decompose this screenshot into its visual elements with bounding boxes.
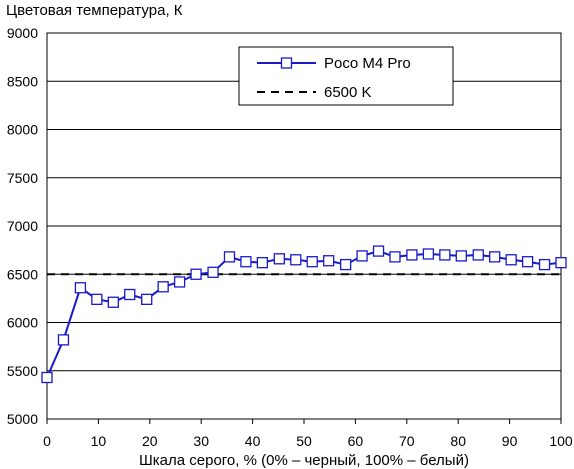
data-point [439,249,451,261]
y-tick-label: 6500 [7,266,38,282]
x-axis-ticks: 0 10 20 30 40 50 60 70 80 90 100 [43,419,573,449]
data-point [489,251,501,263]
x-tick-label: 40 [245,433,261,449]
data-point [141,293,153,305]
data-point [256,257,269,269]
x-tick-label: 60 [348,433,364,449]
y-tick-label: 5000 [7,411,38,427]
y-tick-label: 7000 [7,218,38,234]
x-tick-label: 100 [549,433,573,449]
data-point [41,371,53,384]
legend-series-label: Poco M4 Pro [324,55,411,72]
data-point [521,256,534,268]
data-point [323,255,335,267]
x-tick-label: 0 [43,433,51,449]
data-point [290,254,302,266]
data-point [372,245,385,257]
series-layer [41,245,567,384]
y-tick-label: 7500 [7,170,38,186]
data-point [91,293,103,305]
data-point [505,254,517,266]
y-tick-label: 9000 [7,25,38,41]
data-point [223,251,236,263]
y-tick-label: 8500 [7,73,38,89]
data-point [74,282,87,294]
data-point [157,281,169,293]
data-point [406,249,418,261]
data-point [356,250,368,262]
x-tick-label: 50 [296,433,312,449]
legend-reference-label: 6500 K [324,84,372,101]
x-tick-label: 80 [450,433,466,449]
data-point [240,256,252,268]
x-tick-label: 10 [91,433,107,449]
data-point [57,334,70,346]
legend: Poco M4 Pro 6500 K [238,46,454,106]
y-axis-ticks: 5000 5500 6000 6500 7000 7500 8000 8500 9000 [7,25,38,427]
data-point [555,257,567,269]
data-point [472,249,484,261]
x-tick-label: 20 [142,433,158,449]
data-point [190,268,202,280]
x-tick-label: 90 [502,433,518,449]
data-point [207,266,219,278]
y-tick-label: 5500 [7,363,38,379]
y-axis-label: Цветовая температура, К [6,2,183,19]
y-tick-label: 6000 [7,315,38,331]
data-point [107,296,119,308]
legend-series-marker [280,57,293,69]
plot-area-border [46,32,562,420]
data-point [389,251,401,263]
legend-box [238,46,454,106]
data-point [306,256,318,268]
data-point [538,258,551,271]
data-point [173,276,186,288]
data-point [455,250,467,262]
data-point [339,258,352,271]
data-point [124,288,136,301]
data-point [422,248,435,260]
series-line-poco-m4-pro [46,250,562,378]
x-tick-label: 70 [399,433,415,449]
data-point [273,253,285,265]
x-axis-label: Шкала серого, % (0% – черный, 100% – бел… [139,452,469,469]
x-tick-label: 30 [193,433,209,449]
y-tick-label: 8000 [7,122,38,138]
